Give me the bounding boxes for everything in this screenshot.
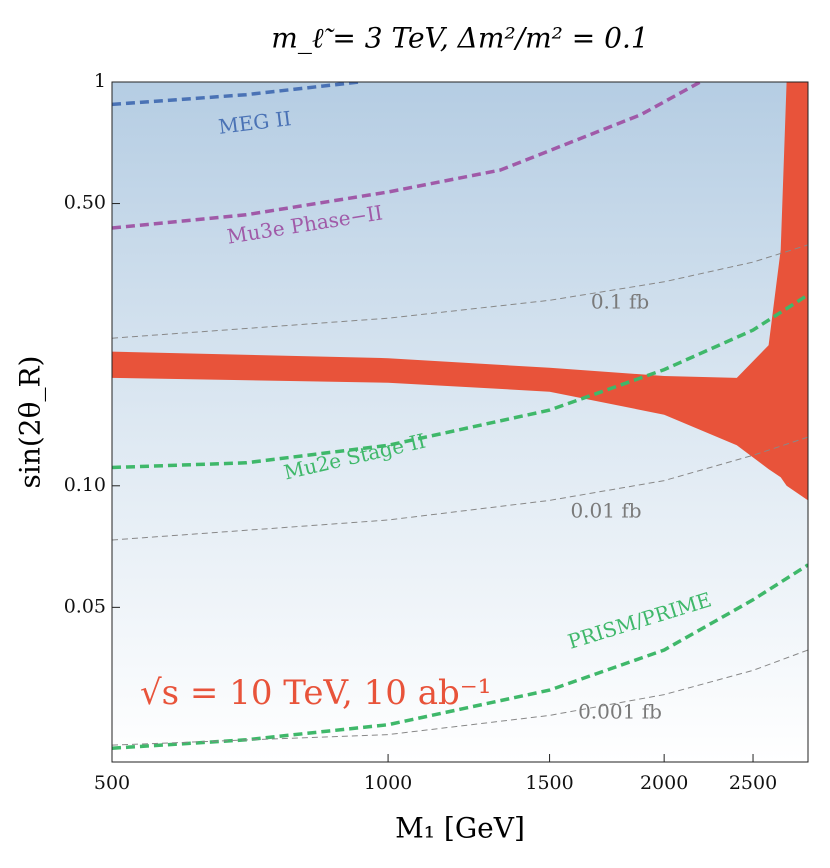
series-label: 0.001 fb [578,700,662,724]
series-line [112,293,808,470]
y-tick-label: 0.10 [64,474,106,496]
x-tick-label: 2500 [729,772,777,794]
series-line [112,649,808,746]
series-line [112,82,702,230]
x-tick-label: 1500 [525,772,573,794]
x-tick-label: 500 [94,772,130,794]
signal-band [112,82,808,501]
y-tick-label: 0.50 [64,192,106,214]
plot-frame [111,81,809,763]
x-tick-label: 1000 [364,772,412,794]
y-tick-label: 1 [94,70,106,92]
y-tick-label: 0.05 [64,595,106,617]
x-tick-label: 2000 [640,772,688,794]
series-line [112,436,808,541]
series-line [112,244,808,339]
series-line [112,82,360,107]
series-label: 0.01 fb [570,499,641,523]
chart-title: m_ℓ̃ = 3 TeV, Δm²/m² = 0.1 [271,22,648,55]
x-axis-label: M₁ [GeV] [395,812,525,845]
series-label: 0.1 fb [591,290,649,314]
y-axis-label: sin(2θ_R) [14,356,47,489]
plot-area [112,82,808,750]
energy-annotation: √s = 10 TeV, 10 ab⁻¹ [140,673,491,713]
